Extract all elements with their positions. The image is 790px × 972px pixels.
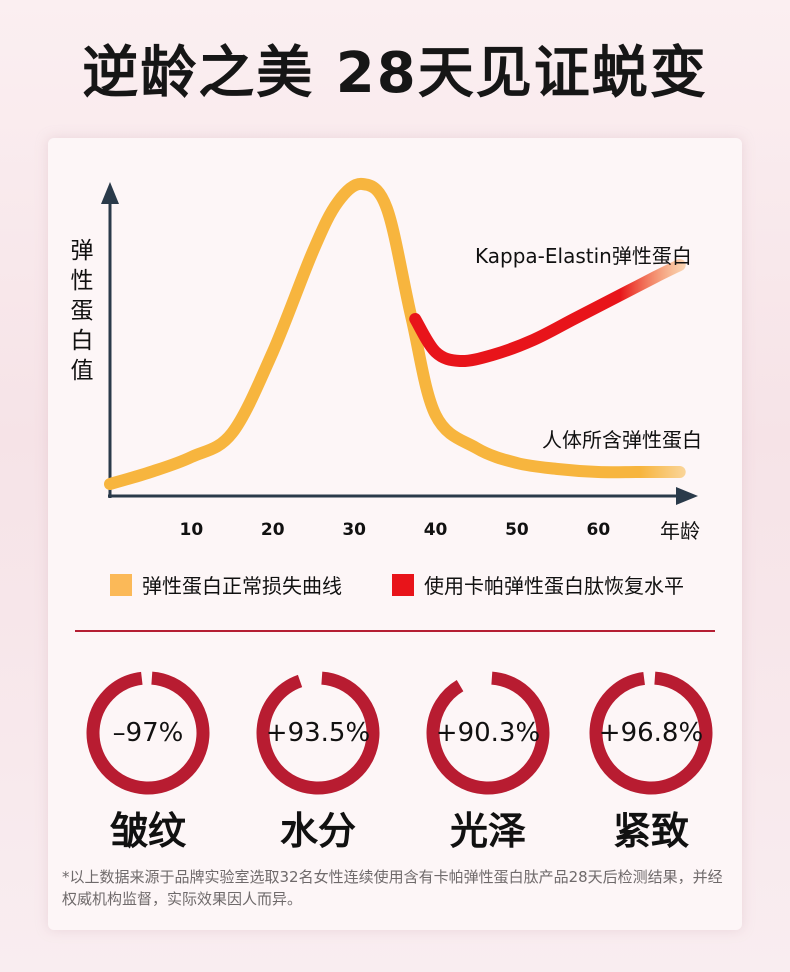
legend-item-normal-loss: 弹性蛋白正常损失曲线 [110,570,342,599]
y-axis-label: 弹性蛋白值 [70,238,94,384]
stat-ring: –97% [83,668,213,798]
x-tick-label: 50 [505,520,529,540]
stat-ring: +93.5% [253,668,383,798]
legend-item-recovery: 使用卡帕弹性蛋白肽恢复水平 [392,570,684,599]
stat-ring-arc [256,671,380,795]
series-line-normal-loss [104,177,686,490]
content-card [48,138,742,930]
stat-ring-progress [426,671,550,795]
legend-label: 使用卡帕弹性蛋白肽恢复水平 [424,574,684,598]
stat-ring-progress [589,671,713,795]
stat-ring: +90.3% [423,668,553,798]
x-axis-arrow [676,487,698,505]
stat-ring-arc [426,671,550,795]
page-title: 逆龄之美 28天见证蜕变 [82,41,708,106]
legend-swatch-red [392,573,414,596]
divider [75,630,715,632]
stat-value: –97% [112,718,184,748]
stat-ring-progress [256,671,380,795]
stat-value: +93.5% [265,718,371,748]
x-tick-label: 30 [342,520,366,540]
stat-ring-arc [86,671,210,795]
x-tick-label: 20 [260,520,285,540]
y-axis-arrow [101,182,119,204]
x-axis-label: 年龄 [660,519,700,543]
footnote: *以上数据来源于品牌实验室选取32名女性连续使用含有卡帕弹性蛋白肽产品28天后检… [62,868,723,908]
legend-label: 弹性蛋白正常损失曲线 [142,574,342,598]
x-tick-label: 60 [586,520,611,540]
stat-ring-progress [86,671,210,795]
series-line-kappa-elastin [409,259,686,368]
stat-ring: +96.8% [586,668,716,798]
x-tick-label: 40 [423,520,448,540]
series-label-body: 人体所含弹性蛋白 [542,428,702,452]
stat-value: +90.3% [435,718,541,748]
stat-label: 紧致 [612,809,689,853]
stat-label: 水分 [279,809,356,853]
legend-swatch-orange [110,573,132,596]
stat-label: 皱纹 [109,809,186,853]
stat-value: +96.8% [598,718,704,748]
series-label-kappa: Kappa-Elastin弹性蛋白 [475,244,692,268]
stat-ring-arc [589,671,713,795]
x-tick-label: 10 [179,520,204,540]
stat-label: 光泽 [449,809,526,853]
